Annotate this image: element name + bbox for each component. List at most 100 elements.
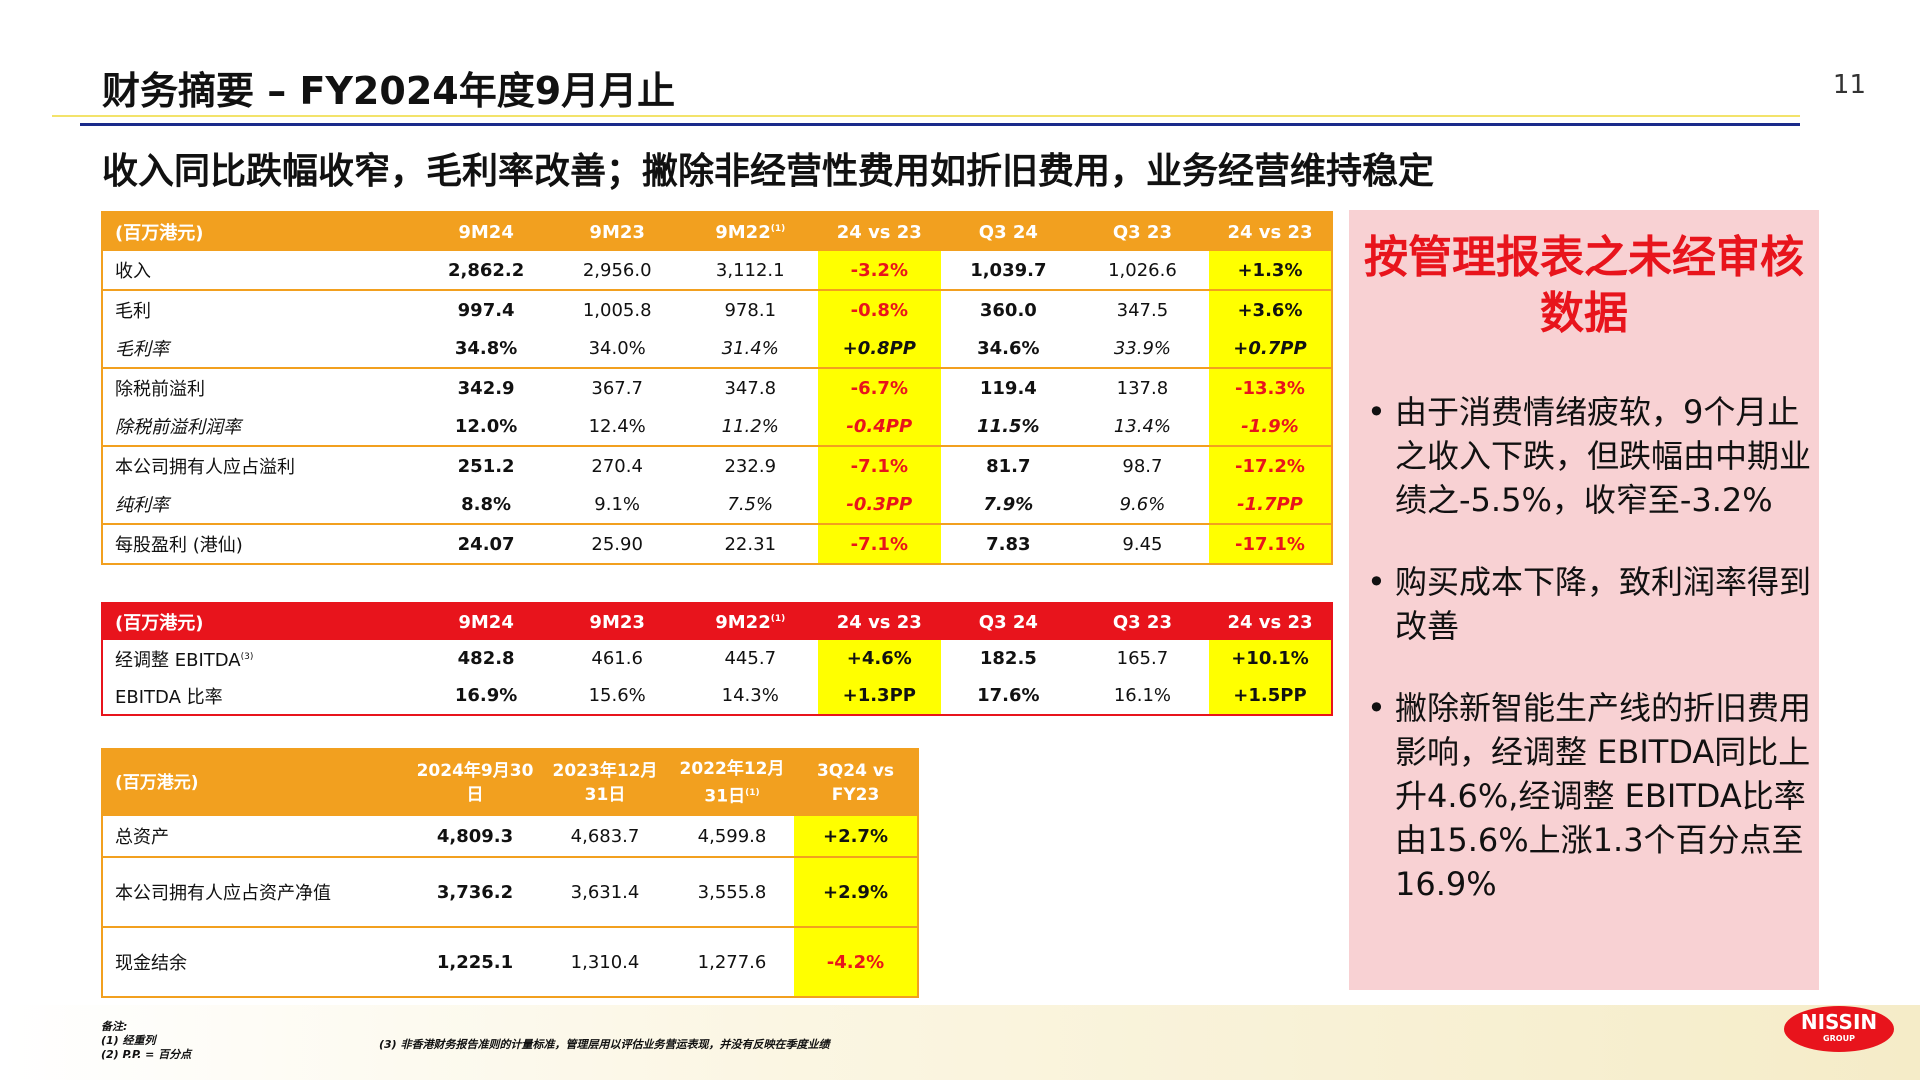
cell: 33.9% [1113,337,1172,359]
table-row: 经调整 EBITDA(3) 482.8 461.6 445.7 +4.6% 18… [102,640,1332,677]
cell: 22.31 [682,523,818,564]
table-row: 除税前溢利润率 12.0% 12.4% 11.2% -0.4PP 11.5% 1… [102,407,1332,446]
col-header: 9M24 [420,603,552,640]
cell: 15.6% [588,685,646,706]
cell: 482.8 [457,648,515,669]
cell: 34.0% [588,337,646,359]
col-header: Q3 23 [1075,603,1209,640]
cell: 2,862.2 [447,259,525,281]
cell: 1,225.1 [410,926,540,997]
cell: 7.5% [727,493,774,515]
page-title: 财务摘要 – FY2024年度9月月止 [102,69,676,113]
cell: 12.0% [454,415,518,437]
cell: -6.7% [817,367,941,407]
unit-header: (百万港元) [102,212,421,251]
table-row: 除税前溢利 342.9 367.7 347.8 -6.7% 119.4 137.… [102,367,1332,407]
unit-header: (百万港元) [102,749,410,816]
cell: -0.4PP [817,407,941,446]
cell: 360.0 [940,289,1076,329]
cell: 367.7 [551,367,683,407]
cell: 34.6% [977,337,1040,359]
footer-band [0,1005,1920,1080]
cell: 461.6 [591,648,643,669]
cell: 24.07 [420,523,552,564]
cell: 3,555.8 [670,856,794,927]
side-panel: 按管理报表之未经审核数据 由于消费情绪疲软，9个月止之收入下跌，但跌幅由中期业绩… [1349,210,1819,990]
cell: 342.9 [420,367,552,407]
note-item: (2) P.P. = 百分点 [101,1048,192,1061]
cell: 13.4% [1113,415,1172,437]
cell: -13.3% [1208,367,1332,407]
col-header: 9M22(1) [682,603,818,640]
table-row: 总资产 4,809.3 4,683.7 4,599.8 +2.7% [102,816,918,857]
cell: -7.1% [817,445,941,485]
bullet-item: 由于消费情绪疲软，9个月止之收入下跌，但跌幅由中期业绩之-5.5%，收窄至-3.… [1363,390,1813,522]
bullet-item: 购买成本下降，致利润率得到改善 [1363,560,1813,648]
row-label: 毛利 [102,289,421,329]
cell: +0.8PP [817,329,941,368]
col-header: 2024年9月30日 [410,749,540,816]
col-header: Q3 23 [1075,212,1209,251]
cell: 9.45 [1075,523,1209,564]
table-row: 收入 2,862.2 2,956.0 3,112.1 -3.2% 1,039.7… [102,251,1332,290]
cell: 11.5% [977,415,1040,437]
table-row: 本公司拥有人应占溢利 251.2 270.4 232.9 -7.1% 81.7 … [102,445,1332,485]
cell: +1.3PP [817,677,941,715]
table-row: 现金结余 1,225.1 1,310.4 1,277.6 -4.2% [102,926,918,997]
cell: +2.9% [794,856,918,927]
cell: 270.4 [551,445,683,485]
title-rule-blue [80,123,1800,126]
cell: 1,277.6 [670,926,794,997]
table-header-row: (百万港元) 9M24 9M23 9M22(1) 24 vs 23 Q3 24 … [102,212,1332,251]
cell: 251.2 [420,445,552,485]
cell: -3.2% [817,251,941,290]
col-header: Q3 24 [940,212,1076,251]
table-row: 纯利率 8.8% 9.1% 7.5% -0.3PP 7.9% 9.6% -1.7… [102,485,1332,524]
col-header: 24 vs 23 [817,603,941,640]
notes-heading: 备注: [101,1020,128,1033]
col-header: 2023年12月31日 [540,749,670,816]
cell: 347.5 [1075,289,1209,329]
cell: -1.9% [1208,407,1332,446]
col-header: 2022年12月31日(1) [670,749,794,816]
headline: 收入同比跌幅收窄，毛利率改善；撇除非经营性费用如折旧费用，业务经营维持稳定 [102,151,1435,192]
col-header: 9M23 [551,212,683,251]
cell: 31.4% [721,337,779,359]
note-item: (3) 非香港财务报告准则的计量标准，管理层用以评估业务营运表现，并没有反映在季… [379,1038,830,1051]
cell: 14.3% [721,685,779,706]
cell: 4,683.7 [570,825,640,847]
cell: 4,599.8 [697,825,767,847]
cell: 445.7 [724,648,777,669]
cell: 997.4 [420,289,552,329]
cell: +0.7PP [1208,329,1332,368]
col-header: 24 vs 23 [817,212,941,251]
cell: 119.4 [940,367,1076,407]
note-item: (1) 经重列 [101,1034,156,1047]
cell: 1,026.6 [1108,259,1177,281]
row-label: EBITDA 比率 [115,686,223,708]
table-row: 毛利率 34.8% 34.0% 31.4% +0.8PP 34.6% 33.9%… [102,329,1332,368]
cell: +4.6% [817,640,941,677]
cell: 7.83 [940,523,1076,564]
col-header: 3Q24 vs FY23 [794,749,918,816]
cell: +10.1% [1208,640,1332,677]
col-header: Q3 24 [940,603,1076,640]
cell: 12.4% [588,415,646,437]
table-header-row: (百万港元) 2024年9月30日 2023年12月31日 2022年12月31… [102,749,918,816]
cell: -0.3PP [817,485,941,524]
row-label: 除税前溢利润率 [115,417,241,438]
row-label: 本公司拥有人应占资产净值 [102,856,410,927]
cell: 165.7 [1116,648,1169,669]
cell: 34.8% [454,337,518,359]
row-label: 收入 [115,261,151,282]
footnotes: 备注: (1) 经重列 (2) P.P. = 百分点 [101,1020,191,1062]
row-label: 纯利率 [115,495,169,516]
col-header: 9M24 [420,212,552,251]
col-header: 9M22(1) [682,212,818,251]
cell: +1.5PP [1208,677,1332,715]
cell: +1.3% [1208,251,1332,290]
row-label: 总资产 [115,827,169,848]
cell: 7.9% [983,493,1034,515]
cell: 137.8 [1075,367,1209,407]
cell: 978.1 [682,289,818,329]
